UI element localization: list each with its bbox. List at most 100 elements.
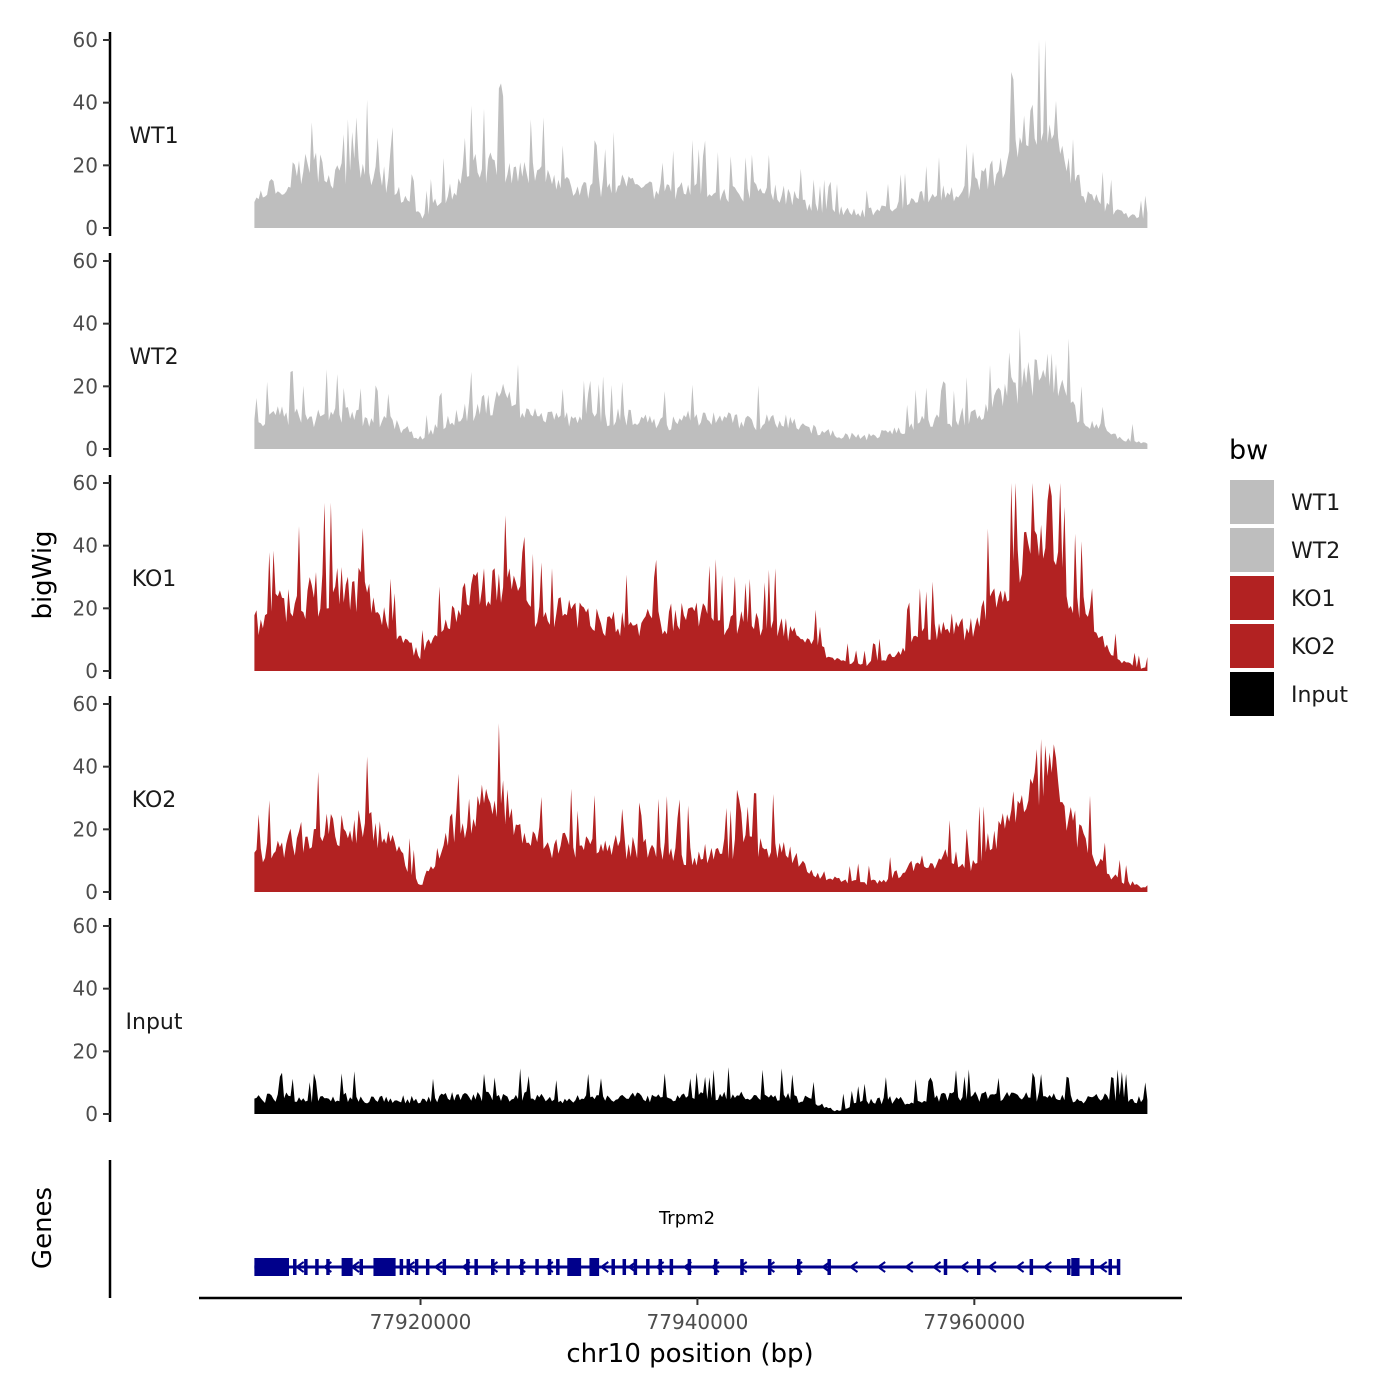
- tracks-area: 0 20 40 60 WT1 0 20 40 60 WT2 0 20 40 60 KO1 0 20 40 60 KO2…: [73, 28, 1148, 1126]
- x-axis: 77920000 77940000 77960000: [199, 1296, 1182, 1334]
- legend-label-ko1: KO1: [1291, 587, 1336, 612]
- gene-exon: [425, 1259, 430, 1275]
- strand-arrow: [294, 1261, 305, 1273]
- gene-exon: [556, 1259, 560, 1275]
- strand-arrow: [904, 1261, 914, 1273]
- strand-arrow: [1042, 1261, 1052, 1273]
- strand-arrow: [931, 1261, 942, 1273]
- track-wt1: 0 20 40 60 WT1: [73, 28, 1148, 240]
- gene-exon: [442, 1259, 447, 1275]
- gene-panel-title: Genes: [28, 1187, 58, 1269]
- gene-name-label: Trpm2: [658, 1208, 715, 1229]
- gene-panel: Trpm2: [108, 1160, 1121, 1298]
- gene-exon: [315, 1259, 319, 1275]
- track-label: KO2: [132, 788, 177, 813]
- track-wt2: 0 20 40 60 WT2: [73, 249, 1148, 461]
- track-ko2: 0 20 40 60 KO2: [73, 692, 1148, 904]
- gene-exon: [589, 1258, 600, 1276]
- legend-label-wt2: WT2: [1291, 539, 1340, 564]
- gene-exon: [740, 1259, 744, 1275]
- gene-exon: [359, 1259, 363, 1275]
- gene-exon: [399, 1259, 404, 1275]
- gene-exon: [687, 1259, 692, 1275]
- legend: bw WT1 WT2 KO1 KO2 Input: [1229, 435, 1348, 716]
- y-tick-label: 20: [73, 596, 98, 620]
- x-tick-label: 77920000: [370, 1310, 472, 1334]
- gene-exon: [535, 1259, 539, 1275]
- gene-exon: [474, 1259, 478, 1275]
- legend-label-ko2: KO2: [1291, 635, 1336, 660]
- gene-exon: [466, 1259, 470, 1275]
- track-label: Input: [126, 1010, 183, 1035]
- gene-exon: [520, 1259, 524, 1275]
- strand-arrow: [959, 1261, 969, 1273]
- track-label: KO1: [132, 567, 177, 592]
- track-label: WT1: [129, 124, 178, 149]
- gene-exon: [713, 1259, 718, 1275]
- y-tick-label: 20: [73, 817, 98, 841]
- y-tick-label: 0: [85, 880, 98, 904]
- strand-arrow: [1014, 1261, 1025, 1273]
- y-tick-label: 60: [73, 249, 98, 273]
- gene-exon: [414, 1259, 419, 1275]
- gene-exon: [646, 1259, 650, 1275]
- gene-exon: [326, 1259, 330, 1275]
- gene-exon: [827, 1259, 831, 1275]
- gene-exon: [341, 1258, 353, 1276]
- y-axis-title: bigWig: [28, 530, 58, 619]
- gene-exon: [406, 1259, 411, 1275]
- strand-arrow: [433, 1261, 443, 1273]
- legend-swatch-wt2: [1230, 528, 1274, 572]
- gene-exon: [1071, 1258, 1080, 1276]
- gene-exon: [1066, 1259, 1071, 1275]
- gene-exon: [658, 1259, 663, 1275]
- coverage-area: [254, 723, 1148, 892]
- gene-exon: [943, 1259, 948, 1275]
- gene-exon: [373, 1258, 396, 1276]
- strand-arrow: [876, 1261, 886, 1273]
- gene-exon: [976, 1259, 981, 1275]
- gene-exon: [633, 1259, 638, 1275]
- gene-exon: [1029, 1259, 1034, 1275]
- gene-exon: [1116, 1259, 1121, 1275]
- y-tick-label: 20: [73, 374, 98, 398]
- coverage-area: [254, 1067, 1148, 1114]
- gene-exon: [611, 1259, 615, 1275]
- strand-arrow: [848, 1261, 859, 1273]
- coverage-area: [254, 483, 1148, 671]
- y-tick-label: 40: [73, 312, 98, 336]
- gene-exon: [547, 1259, 552, 1275]
- legend-swatch-input: [1230, 672, 1274, 716]
- legend-swatch-ko2: [1230, 624, 1274, 668]
- y-tick-label: 60: [73, 28, 98, 52]
- gene-exon: [506, 1259, 510, 1275]
- y-tick-label: 60: [73, 471, 98, 495]
- gene-exon: [293, 1259, 297, 1275]
- gene-exon: [491, 1259, 495, 1275]
- coverage-area: [254, 40, 1148, 228]
- gene-exon: [567, 1258, 582, 1276]
- y-tick-label: 20: [73, 1039, 98, 1063]
- gene-exon: [767, 1259, 772, 1275]
- legend-label-input: Input: [1291, 683, 1348, 708]
- y-tick-label: 0: [85, 216, 98, 240]
- legend-swatch-wt1: [1230, 480, 1274, 524]
- y-tick-label: 40: [73, 534, 98, 558]
- strand-arrow: [1097, 1261, 1108, 1273]
- strand-arrow: [738, 1261, 748, 1273]
- y-tick-label: 40: [73, 755, 98, 779]
- y-tick-label: 40: [73, 977, 98, 1001]
- gene-exon: [254, 1258, 289, 1276]
- track-label: WT2: [129, 345, 178, 370]
- x-tick-label: 77960000: [923, 1310, 1025, 1334]
- y-tick-label: 60: [73, 692, 98, 716]
- strand-arrow: [488, 1261, 499, 1273]
- legend-label-wt1: WT1: [1291, 491, 1340, 516]
- strand-arrow: [987, 1261, 997, 1273]
- gene-exon: [304, 1259, 308, 1275]
- strand-arrow: [765, 1261, 775, 1273]
- y-tick-label: 0: [85, 1102, 98, 1126]
- gene-exon: [669, 1259, 674, 1275]
- gene-exon: [1090, 1259, 1095, 1275]
